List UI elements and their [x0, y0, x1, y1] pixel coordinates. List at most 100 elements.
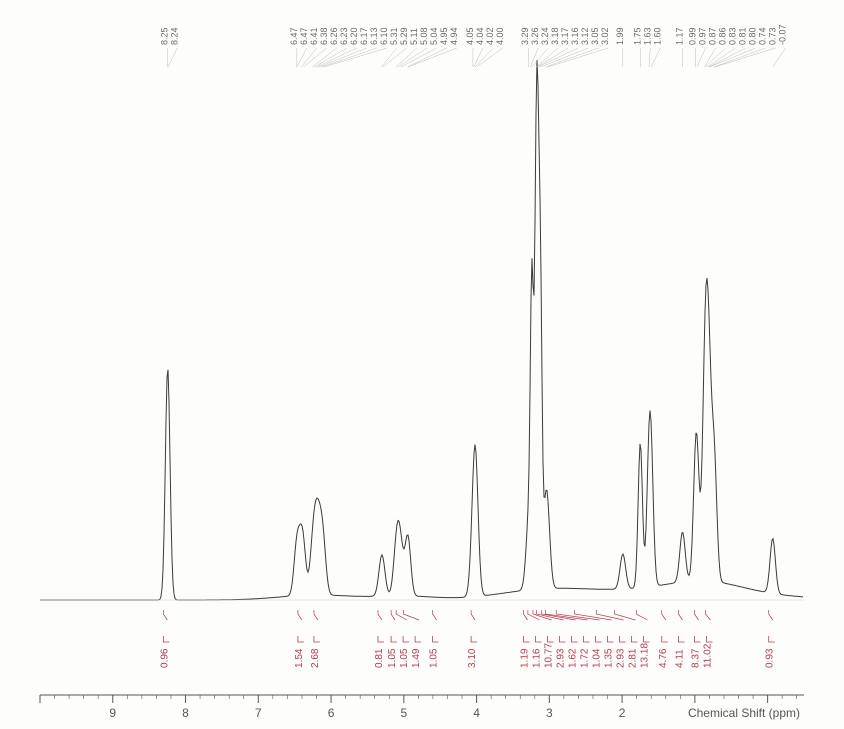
integral-bracket-mark — [433, 636, 439, 642]
integral-value: 1.16 — [532, 648, 543, 668]
x-tick-label: 3 — [546, 706, 553, 720]
peak-label-tick — [322, 48, 377, 67]
integral-value: 4.76 — [658, 648, 669, 668]
integral-bracket-mark — [694, 636, 700, 642]
integral-bracket-mark — [415, 636, 421, 642]
integral-value: 2.68 — [310, 648, 321, 668]
integral-value: 1.72 — [580, 648, 591, 668]
integral-value: 2.93 — [616, 648, 627, 668]
integral-value: 1.54 — [294, 648, 305, 668]
integral-value: 0.93 — [765, 648, 776, 668]
peak-label-tick — [303, 48, 326, 67]
peak-label-tick — [537, 48, 568, 67]
integral-labels: 0.961.542.680.811.051.051.491.053.101.19… — [159, 610, 775, 668]
integral-bracket-mark — [706, 636, 712, 642]
peak-label-tick — [649, 48, 650, 67]
integral-bracket-mark — [471, 636, 477, 642]
integral-bracket-mark — [548, 636, 554, 642]
integral-value: 1.05 — [429, 648, 440, 668]
peak-label: 6.10 — [379, 27, 389, 45]
peak-label: 0.74 — [758, 27, 768, 45]
peak-label: 3.12 — [580, 27, 590, 45]
peak-label: 1.75 — [632, 27, 642, 45]
integral-bracket — [524, 610, 528, 620]
integral-value: 8.37 — [690, 648, 701, 668]
integral-bracket-mark — [163, 636, 169, 642]
integral-value: 11.02 — [702, 643, 713, 668]
peak-label: 4.04 — [475, 27, 485, 45]
integral-bracket-mark — [536, 636, 542, 642]
peak-label-tick — [541, 48, 589, 67]
x-tick-label: 7 — [255, 706, 262, 720]
x-tick-label: 2 — [619, 706, 626, 720]
peak-label: 0.97 — [698, 27, 708, 45]
peak-label-tick — [697, 48, 706, 67]
integral-value: 0.96 — [159, 648, 170, 668]
peak-label: 0.87 — [708, 27, 718, 45]
peak-labels: 8.258.246.476.476.416.386.266.236.206.17… — [159, 24, 787, 67]
integral-bracket-mark — [644, 636, 650, 642]
x-tick-label: 4 — [473, 706, 480, 720]
integral-value: 1.49 — [411, 648, 422, 668]
peak-label: 6.17 — [359, 27, 369, 45]
integral-bracket-mark — [298, 636, 304, 642]
peak-label-tick — [319, 48, 367, 67]
peak-label-tick — [773, 48, 786, 67]
peak-label-tick — [548, 48, 608, 67]
integral-bracket — [314, 610, 318, 620]
peak-label: 1.99 — [615, 27, 625, 45]
peak-label: 1.60 — [652, 27, 662, 45]
integral-bracket-mark — [584, 636, 590, 642]
integral-bracket — [694, 610, 698, 620]
integral-bracket-mark — [662, 636, 668, 642]
peak-label: 3.18 — [550, 27, 560, 45]
peak-label: 3.24 — [540, 27, 550, 45]
peak-label: 6.47 — [289, 27, 299, 45]
integral-bracket — [471, 610, 475, 620]
integral-bracket-mark — [620, 636, 626, 642]
peak-label: 6.20 — [349, 27, 359, 45]
nmr-spectrum-figure: 8.258.246.476.476.416.386.266.236.206.17… — [0, 0, 844, 729]
peak-label: 4.00 — [495, 27, 505, 45]
integral-bracket-mark — [572, 636, 578, 642]
peak-label: 0.80 — [748, 27, 758, 45]
integral-bracket — [433, 610, 437, 620]
integral-bracket — [636, 610, 647, 620]
peak-label: 4.94 — [449, 27, 459, 45]
peak-label: -0.07 — [778, 24, 788, 45]
integral-value: 1.62 — [568, 648, 579, 668]
integral-bracket — [298, 610, 302, 620]
peak-label: 5.04 — [429, 27, 439, 45]
integral-value: 0.81 — [374, 648, 385, 668]
peak-label-tick — [474, 48, 483, 67]
integral-value: 1.19 — [520, 648, 531, 668]
x-tick-label: 5 — [400, 706, 407, 720]
peak-label: 5.08 — [419, 27, 429, 45]
peak-label: 5.31 — [389, 27, 399, 45]
integral-bracket-mark — [560, 636, 566, 642]
integral-value: 1.04 — [592, 648, 603, 668]
integral-bracket — [662, 610, 666, 620]
peak-label-tick — [316, 48, 356, 67]
nmr-spectrum-svg: 8.258.246.476.476.416.386.266.236.206.17… — [0, 0, 844, 729]
integral-value: 4.11 — [674, 649, 685, 668]
peak-label: 3.29 — [520, 27, 530, 45]
integral-bracket-mark — [769, 636, 775, 642]
integral-bracket-mark — [678, 636, 684, 642]
integral-value: 10.77 — [544, 643, 555, 668]
peak-label-tick — [715, 48, 776, 67]
peak-label-tick — [297, 48, 307, 67]
integral-value: 2.81 — [628, 648, 639, 668]
peak-label-tick — [651, 48, 660, 67]
integral-bracket-mark — [391, 636, 397, 642]
integral-value: 13.18 — [640, 643, 651, 668]
peak-label-tick — [477, 48, 503, 67]
peak-label: 5.11 — [409, 28, 419, 45]
peak-label: 0.99 — [688, 27, 698, 45]
peak-label-tick — [408, 48, 457, 67]
peak-label: 3.02 — [600, 27, 610, 45]
integral-bracket — [378, 610, 382, 620]
integral-bracket — [528, 610, 540, 620]
peak-label: 4.95 — [439, 27, 449, 45]
peak-label: 5.29 — [399, 27, 409, 45]
